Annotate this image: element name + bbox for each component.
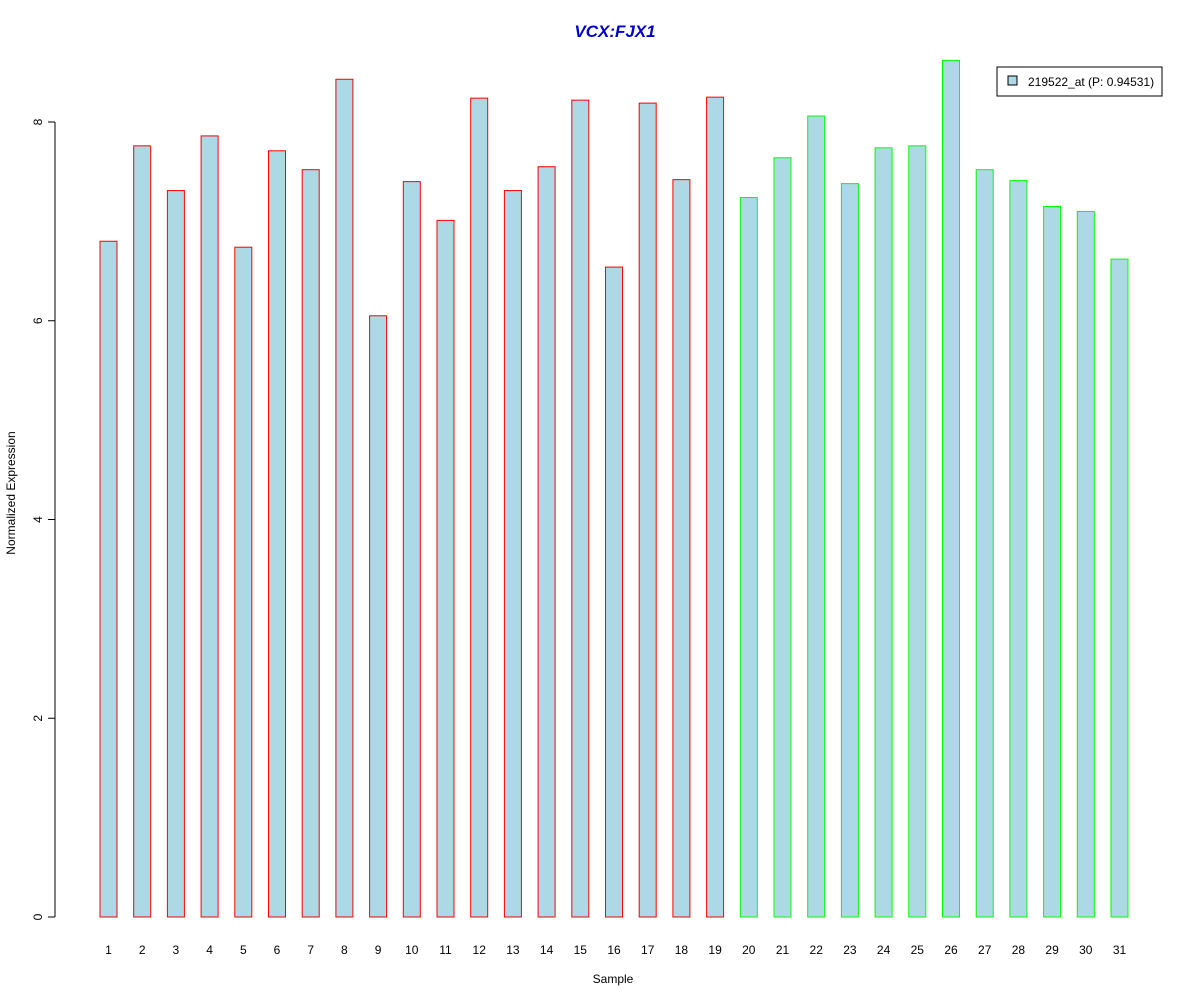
- x-tick-label: 15: [574, 943, 588, 957]
- x-tick-label: 28: [1012, 943, 1026, 957]
- x-tick-label: 13: [506, 943, 520, 957]
- bar-sample-10: [402, 181, 421, 918]
- bar-sample-16: [605, 266, 623, 918]
- bar-sample-19: [706, 96, 725, 918]
- bar-sample-24: [874, 147, 893, 918]
- bar-sample-7: [301, 169, 320, 918]
- bar-sample-22: [807, 115, 826, 918]
- x-tick-label: 19: [708, 943, 722, 957]
- legend: 219522_at (P: 0.94531): [996, 66, 1163, 97]
- x-tick-label: 17: [641, 943, 655, 957]
- x-tick-label: 18: [675, 943, 689, 957]
- legend-label: 219522_at (P: 0.94531): [1028, 75, 1154, 89]
- bar-sample-3: [166, 190, 185, 918]
- bar-sample-31: [1110, 258, 1129, 918]
- x-tick-label: 4: [206, 943, 213, 957]
- x-tick-label: 20: [742, 943, 756, 957]
- bar-sample-30: [1076, 210, 1095, 918]
- bar-sample-11: [436, 219, 455, 918]
- bar-sample-13: [503, 190, 522, 918]
- bar-sample-12: [470, 97, 489, 918]
- y-tick-label: 2: [31, 715, 45, 722]
- x-tick-label: 2: [139, 943, 146, 957]
- bar-sample-29: [1043, 205, 1062, 918]
- bar-sample-28: [1009, 180, 1028, 918]
- x-tick-label: 14: [540, 943, 554, 957]
- bar-sample-20: [739, 197, 758, 918]
- x-tick-label: 10: [405, 943, 419, 957]
- x-tick-label: 26: [944, 943, 958, 957]
- x-tick-label: 11: [439, 943, 452, 957]
- x-tick-label: 9: [375, 943, 382, 957]
- bar-sample-27: [975, 169, 994, 918]
- bars-group: [99, 59, 1129, 918]
- bar-sample-9: [369, 315, 388, 918]
- x-tick-label: 8: [341, 943, 348, 957]
- bar-sample-2: [133, 145, 152, 918]
- x-tick-label: 5: [240, 943, 247, 957]
- x-tick-label: 22: [810, 943, 824, 957]
- x-axis-title: Sample: [593, 972, 634, 986]
- y-axis: 0 2 4 6 8: [31, 118, 56, 920]
- x-tick-labels: 1 2 3 4 5 6 7 8 9 10 11 12 13 14 15 16 17 18 19 20 21 22 23 24 2…: [105, 943, 1126, 957]
- bar-sample-18: [672, 179, 691, 918]
- bar-sample-5: [234, 246, 253, 918]
- bar-sample-15: [571, 99, 590, 918]
- y-axis-title: Normalized Expression: [4, 431, 18, 554]
- x-tick-label: 7: [307, 943, 314, 957]
- x-tick-label: 12: [473, 943, 487, 957]
- bar-sample-21: [773, 157, 792, 918]
- chart-title: VCX:FJX1: [574, 22, 655, 41]
- x-tick-label: 6: [274, 943, 281, 957]
- x-tick-label: 25: [911, 943, 925, 957]
- bar-sample-8: [335, 78, 354, 918]
- x-tick-label: 1: [105, 943, 112, 957]
- y-tick-label: 4: [31, 516, 45, 523]
- bar-sample-14: [537, 166, 556, 918]
- x-tick-label: 30: [1079, 943, 1093, 957]
- legend-swatch: [1007, 75, 1018, 86]
- x-tick-label: 16: [607, 943, 621, 957]
- x-tick-label: 23: [843, 943, 857, 957]
- x-tick-label: 24: [877, 943, 891, 957]
- x-tick-label: 31: [1113, 943, 1127, 957]
- y-tick-label: 8: [31, 118, 45, 125]
- x-tick-label: 21: [776, 943, 790, 957]
- bar-sample-6: [268, 150, 286, 918]
- y-tick-label: 6: [31, 317, 45, 324]
- legend-box: [996, 66, 1163, 97]
- bar-sample-4: [200, 135, 219, 918]
- bar-sample-25: [908, 145, 927, 918]
- bar-sample-1: [99, 240, 118, 918]
- x-tick-label: 3: [173, 943, 180, 957]
- bar-sample-17: [638, 102, 657, 918]
- bar-sample-26: [942, 59, 960, 918]
- y-tick-label: 0: [31, 913, 45, 920]
- bar-sample-23: [840, 183, 859, 918]
- x-tick-label: 29: [1045, 943, 1059, 957]
- x-tick-label: 27: [978, 943, 992, 957]
